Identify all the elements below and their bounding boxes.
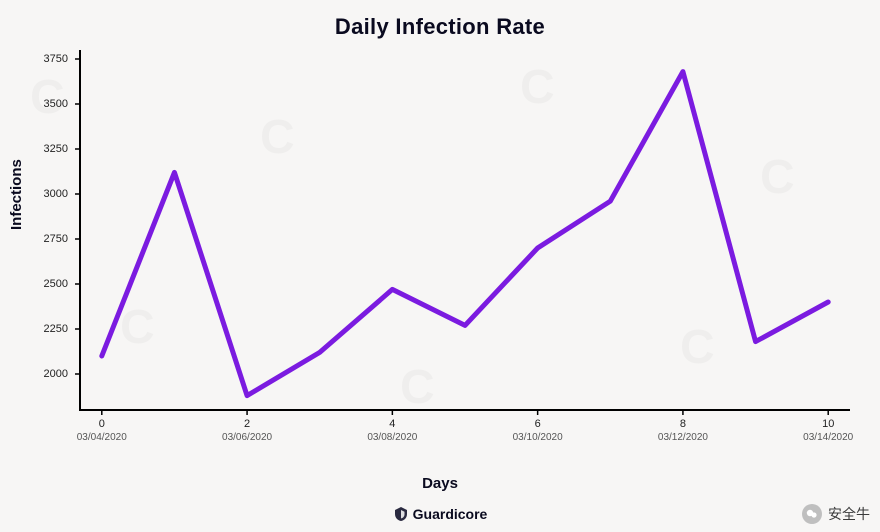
x-tick-number: 4 (389, 418, 395, 430)
y-tick-label: 3000 (28, 188, 68, 200)
infection-line (102, 72, 828, 396)
y-tick-label: 2750 (28, 233, 68, 245)
wechat-icon (802, 504, 822, 524)
footer-right-text: 安全牛 (828, 504, 870, 524)
x-tick-date: 03/08/2020 (367, 432, 417, 443)
x-tick-number: 6 (535, 418, 541, 430)
x-tick-date: 03/10/2020 (513, 432, 563, 443)
brand-footer: Guardicore (0, 506, 880, 522)
y-tick-label: 3500 (28, 98, 68, 110)
x-tick-date: 03/04/2020 (77, 432, 127, 443)
y-tick-label: 2500 (28, 278, 68, 290)
x-tick-number: 10 (822, 418, 834, 430)
x-tick-number: 0 (99, 418, 105, 430)
y-tick-label: 2250 (28, 323, 68, 335)
brand-name: Guardicore (413, 506, 488, 522)
x-tick-date: 03/12/2020 (658, 432, 708, 443)
x-tick-date: 03/14/2020 (803, 432, 853, 443)
x-tick-number: 2 (244, 418, 250, 430)
footer-right: 安全牛 (802, 504, 870, 524)
chart-svg (0, 0, 880, 532)
guardicore-icon (393, 506, 409, 522)
y-tick-label: 3750 (28, 53, 68, 65)
x-tick-number: 8 (680, 418, 686, 430)
x-tick-date: 03/06/2020 (222, 432, 272, 443)
y-tick-label: 2000 (28, 368, 68, 380)
y-tick-label: 3250 (28, 143, 68, 155)
